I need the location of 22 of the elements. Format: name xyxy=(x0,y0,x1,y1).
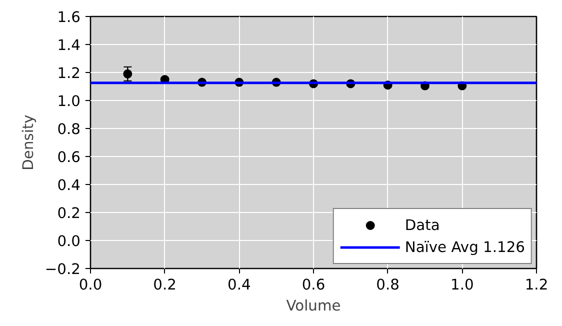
y-tick-label: 0.0 xyxy=(57,233,81,250)
y-tick-label: 1.2 xyxy=(57,65,81,82)
legend-label: Data xyxy=(404,216,440,234)
y-tick-label: 0.4 xyxy=(57,177,81,194)
x-tick-label: 0.2 xyxy=(153,276,176,294)
y-tick-label: 0.8 xyxy=(57,121,81,138)
x-tick-label: 0.4 xyxy=(228,276,251,294)
x-axis-title: Volume xyxy=(286,298,341,314)
y-tick-label: 0.2 xyxy=(57,205,81,222)
x-tick-label: 0.8 xyxy=(376,276,400,294)
point xyxy=(123,69,132,78)
x-tick-label: 0.6 xyxy=(302,276,326,294)
y-tick-label: 1.4 xyxy=(57,37,81,54)
y-tick-label: 0.6 xyxy=(57,149,81,166)
x-tick-label: 1.0 xyxy=(450,276,474,294)
x-tick-label: 0.0 xyxy=(78,276,102,294)
y-axis-title: Density xyxy=(20,114,37,170)
legend-label: Naïve Avg 1.126 xyxy=(404,238,525,256)
x-tick-label: 1.2 xyxy=(524,276,548,294)
y-tick-label: 1.6 xyxy=(57,9,81,26)
y-tick-label: 1.0 xyxy=(57,93,81,110)
y-tick-label: −0.2 xyxy=(44,261,81,278)
